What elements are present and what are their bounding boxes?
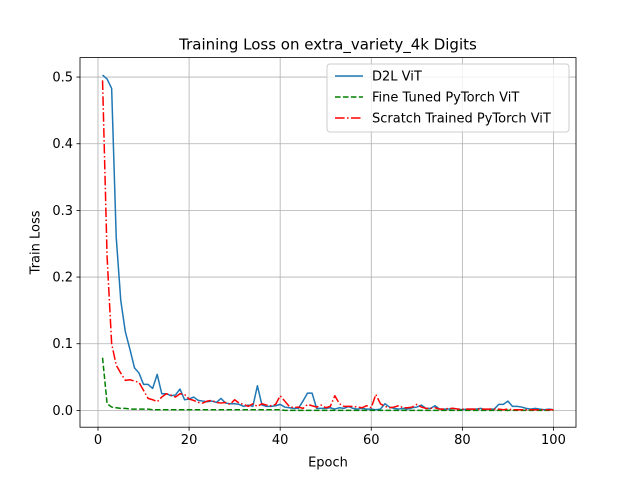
x-tick-label: 100: [541, 433, 566, 448]
x-axis-label: Epoch: [308, 456, 348, 471]
x-axis-ticks: 0 20 40 60 80 100: [94, 427, 566, 448]
y-tick-label: 0.5: [52, 71, 73, 86]
y-tick-label: 0.4: [52, 137, 73, 152]
x-tick-label: 0: [94, 433, 102, 448]
y-tick-label: 0.3: [52, 204, 73, 219]
plot-frame: [79, 57, 577, 428]
y-tick-label: 0.0: [52, 404, 73, 419]
x-tick-label: 60: [363, 433, 380, 448]
y-axis-ticks: 0.0 0.1 0.2 0.3 0.4 0.5: [52, 71, 80, 419]
x-tick-label: 40: [272, 433, 289, 448]
legend-box: [326, 63, 570, 133]
legend-label-d2l-vit: D2L ViT: [372, 70, 422, 85]
y-axis-label: Train Loss: [29, 210, 44, 275]
chart-title: Training Loss on extra_variety_4k Digits: [178, 36, 477, 55]
x-tick-label: 20: [181, 433, 198, 448]
series-line-fine-tuned-pytorch-vit: [101, 357, 554, 412]
y-tick-label: 0.2: [52, 271, 73, 286]
legend-label-fine-tuned-pytorch-vit: Fine Tuned PyTorch ViT: [372, 91, 519, 106]
series-line-scratch-trained-pytorch-vit: [101, 80, 554, 411]
legend-label-scratch-trained-pytorch-vit: Scratch Trained PyTorch ViT: [372, 112, 551, 127]
y-tick-label: 0.1: [52, 337, 73, 352]
series-group: [101, 74, 554, 412]
legend: D2L ViT Fine Tuned PyTorch ViT Scratch T…: [326, 63, 570, 133]
x-tick-label: 80: [454, 433, 471, 448]
